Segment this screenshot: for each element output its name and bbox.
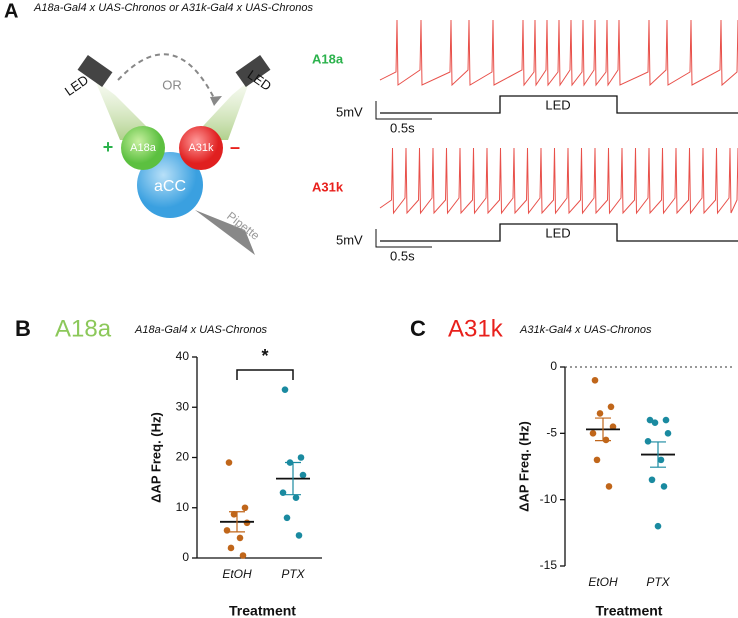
panel-label: C [410, 316, 426, 341]
stimulus [380, 95, 738, 114]
dot [589, 430, 597, 437]
dot [295, 532, 303, 539]
dot [646, 416, 654, 424]
dot [605, 483, 613, 490]
y-tick-label: -5 [546, 426, 557, 440]
y-tick-label: 10 [176, 500, 190, 514]
dot [281, 386, 289, 393]
dot [279, 489, 287, 496]
dot [292, 494, 300, 502]
plus-sign: + [103, 137, 114, 157]
dot [596, 410, 604, 417]
significance-bracket [236, 369, 294, 380]
scale-label: 0.5s [390, 120, 415, 135]
cell-label: aCC [154, 178, 186, 195]
cell-label: A31k [188, 142, 214, 154]
dot [230, 510, 238, 518]
dot [227, 544, 235, 552]
dot [664, 430, 672, 437]
y-axis-label: ΔAP Freq. (Hz) [516, 421, 531, 512]
stimulus [380, 223, 738, 242]
panel-label: B [15, 316, 31, 341]
panel-title: A18a-Gal4 x UAS-Chronos or A31k-Gal4 x U… [33, 2, 313, 14]
dot [651, 419, 659, 427]
x-tick-label: EtOH [588, 575, 618, 589]
dot [602, 436, 610, 444]
x-axis-label: Treatment [596, 603, 663, 618]
x-tick-label: PTX [646, 575, 670, 589]
dot [607, 403, 615, 411]
dot [223, 527, 231, 534]
scale-bar [375, 101, 432, 120]
chart-subtitle: A31k-Gal4 x UAS-Chronos [519, 324, 652, 336]
trace-label: A18a [312, 51, 344, 66]
x-axis-label: Treatment [229, 603, 296, 618]
scale-label: 0.5s [390, 248, 415, 263]
y-tick-label: -10 [540, 492, 558, 506]
trace [379, 147, 738, 215]
dot [662, 416, 670, 424]
significance-label: * [261, 346, 268, 366]
diagram [77, 53, 271, 255]
dot [283, 514, 291, 522]
error-bar [285, 461, 301, 496]
dot [660, 483, 668, 490]
dot [241, 504, 249, 512]
error-bar [650, 441, 666, 468]
y-tick-label: 0 [550, 359, 557, 373]
panel-label: A [4, 0, 18, 22]
stimulus-label: LED [545, 97, 570, 112]
scale-label: 5mV [336, 232, 363, 247]
trace-label: A31k [312, 179, 344, 194]
dot [591, 376, 599, 384]
dot [239, 552, 247, 559]
dot [657, 456, 665, 464]
y-tick-label: 20 [176, 450, 190, 464]
y-tick-label: 30 [176, 399, 190, 413]
or-label: OR [162, 77, 182, 92]
y-tick-label: 0 [182, 550, 189, 564]
dot [299, 471, 307, 479]
dot [644, 437, 652, 445]
dot [609, 423, 617, 431]
cell-label: A18a [130, 142, 157, 154]
chart-subtitle: A18a-Gal4 x UAS-Chronos [134, 324, 268, 336]
dot [593, 456, 601, 464]
stimulus-label: LED [545, 225, 570, 240]
dot [236, 534, 244, 542]
dot [648, 476, 656, 484]
dot [654, 522, 662, 530]
chart-title: A31k [448, 315, 504, 342]
x-tick-label: EtOH [222, 567, 252, 581]
minus-sign: – [230, 137, 240, 157]
dot [297, 454, 305, 461]
x-tick-label: PTX [281, 567, 305, 581]
dot [243, 519, 251, 527]
dot [225, 459, 233, 466]
chart-title: A18a [55, 315, 112, 342]
y-tick-label: 40 [176, 349, 190, 363]
error-bar [229, 511, 245, 533]
y-axis-label: ΔAP Freq. (Hz) [148, 412, 163, 503]
scale-label: 5mV [336, 104, 363, 119]
y-tick-label: -15 [540, 558, 558, 572]
scale-bar [375, 229, 432, 248]
trace [379, 19, 738, 87]
error-bar [595, 417, 611, 442]
